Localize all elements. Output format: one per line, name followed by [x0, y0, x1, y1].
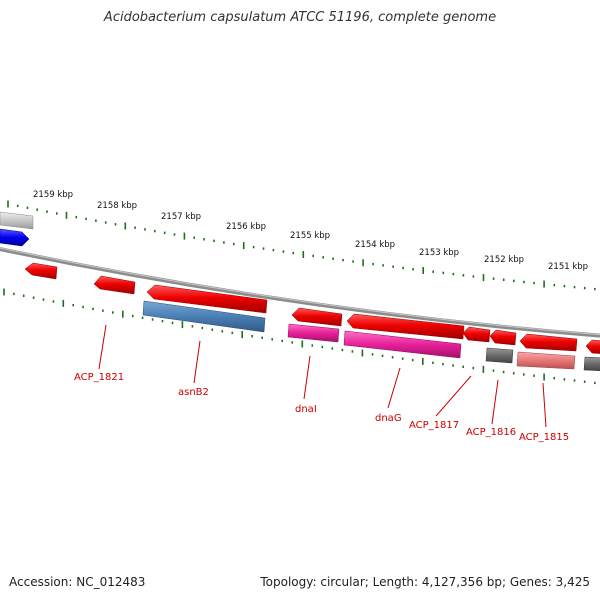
gene-feature-acp-1816[interactable]	[485, 347, 514, 364]
gene-feature-blue[interactable]	[0, 228, 30, 247]
leader-line	[193, 340, 201, 384]
gene-label[interactable]: ACP_1821	[74, 372, 124, 383]
scale-label: 2156 kbp	[226, 222, 266, 232]
leader-line	[303, 355, 311, 400]
gene-feature-gray[interactable]	[583, 356, 600, 372]
gene-label[interactable]: dnaI	[295, 404, 317, 415]
scale-ticks-upper	[7, 200, 596, 291]
gene-feature-red[interactable]	[519, 333, 578, 352]
gene-feature-asnb2[interactable]	[146, 284, 268, 314]
scale-label: 2157 kbp	[161, 212, 201, 222]
accession-text: Accession: NC_012483	[9, 575, 146, 589]
gene-label[interactable]: ACP_1816	[466, 427, 516, 438]
gene-feature-red[interactable]	[291, 307, 343, 327]
scale-label: 2155 kbp	[290, 231, 330, 241]
gene-feature-red[interactable]	[462, 326, 491, 343]
scale-label: 2158 kbp	[97, 201, 137, 211]
leader-line	[542, 382, 547, 428]
gene-feature-red[interactable]	[489, 329, 517, 346]
gene-feature-dnai[interactable]	[287, 323, 340, 343]
scale-label: 2153 kbp	[419, 248, 459, 258]
genome-summary-text: Topology: circular; Length: 4,127,356 bp…	[260, 575, 590, 589]
gene-label[interactable]: ACP_1815	[519, 432, 569, 443]
leader-line	[435, 375, 472, 417]
gene-feature-acp-1821[interactable]	[24, 262, 58, 280]
gene-feature-red[interactable]	[93, 275, 136, 295]
genome-backbone	[0, 246, 600, 338]
gene-label[interactable]: dnaG	[375, 413, 402, 424]
scale-ticks-lower	[3, 288, 596, 385]
leader-line	[98, 324, 107, 370]
scale-label: 2151 kbp	[548, 262, 588, 272]
gene-label[interactable]: asnB2	[178, 387, 209, 398]
gene-feature-asnb2-blue[interactable]	[142, 300, 266, 333]
gene-feature-gray[interactable]	[0, 211, 34, 230]
leader-line	[387, 367, 401, 409]
genome-backbone-highlight	[0, 247, 600, 336]
scale-label: 2154 kbp	[355, 240, 395, 250]
gene-label[interactable]: ACP_1817	[409, 420, 459, 431]
map-title: Acidobacterium capsulatum ATCC 51196, co…	[103, 10, 497, 25]
gene-feature-red[interactable]	[585, 339, 600, 354]
gene-feature-acp-1815[interactable]	[516, 351, 576, 370]
scale-label: 2159 kbp	[33, 190, 73, 200]
gene-feature-dnag-magenta[interactable]	[343, 330, 462, 359]
leader-line	[491, 379, 499, 425]
scale-label: 2152 kbp	[484, 255, 524, 265]
